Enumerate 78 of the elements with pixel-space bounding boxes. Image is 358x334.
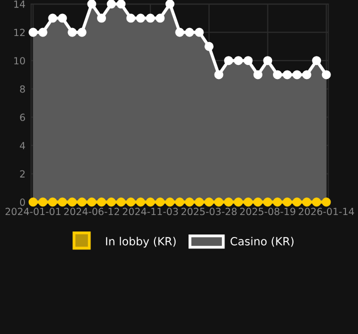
point [48,14,58,23]
point [194,198,204,207]
point [106,0,116,9]
point [126,14,136,23]
point [48,198,58,207]
x-tick-label: 2025-03-28 [182,208,237,216]
point [292,70,302,80]
point [204,198,214,207]
point [97,198,106,207]
point [87,198,96,207]
point [175,28,184,37]
point [214,70,224,80]
point [244,198,253,207]
point [116,198,126,207]
point [322,70,331,80]
point [282,198,292,207]
point [106,198,116,207]
y-tick-label: 6 [20,114,25,122]
legend-label: Casino (KR) [230,236,294,247]
point [156,198,165,207]
y-tick-label: 4 [20,142,26,150]
point [322,198,331,207]
point [253,70,262,80]
point [68,198,77,207]
point [272,198,282,207]
point [234,56,243,66]
point [58,198,67,207]
x-tick-label: 2026-01-14 [298,208,354,216]
x-tick-label: 2024-11-03 [122,208,178,216]
point [272,70,282,80]
point [244,56,253,66]
point [28,28,38,37]
point [156,14,165,23]
point [38,198,48,207]
point [312,198,322,207]
point [77,198,86,207]
point [204,42,214,51]
x-tick-label: 2025-08-19 [240,208,296,216]
point [146,14,155,23]
point [263,56,272,66]
point [165,198,174,207]
point [175,198,184,207]
x-tick-label: 2024-01-01 [6,208,60,216]
point [224,56,234,66]
point [302,70,312,80]
point [234,198,243,207]
point [302,198,312,207]
point [184,28,194,37]
point [253,198,262,207]
point [116,0,126,9]
point [292,198,302,207]
point [194,28,204,37]
point [184,198,194,207]
point [68,28,77,37]
point [214,198,224,207]
point [165,0,174,9]
y-tick-label: 8 [20,85,25,93]
point [28,198,38,207]
point [97,14,106,23]
y-tick-label: 0 [20,198,25,206]
point [224,198,234,207]
y-tick-label: 14 [14,0,26,8]
point [38,28,48,37]
point [58,14,67,23]
point [136,14,146,23]
legend-label: In lobby (KR) [106,236,176,248]
y-tick-label: 10 [14,57,25,64]
y-tick-label: 12 [14,28,25,36]
point [77,28,86,37]
y-tick-label: 2 [20,170,25,178]
point [146,198,155,207]
point [136,198,146,207]
point [263,198,272,207]
point [312,56,322,66]
x-tick-label: 2024-06-12 [64,208,120,216]
point [126,198,136,207]
point [282,70,292,80]
point [87,0,96,9]
